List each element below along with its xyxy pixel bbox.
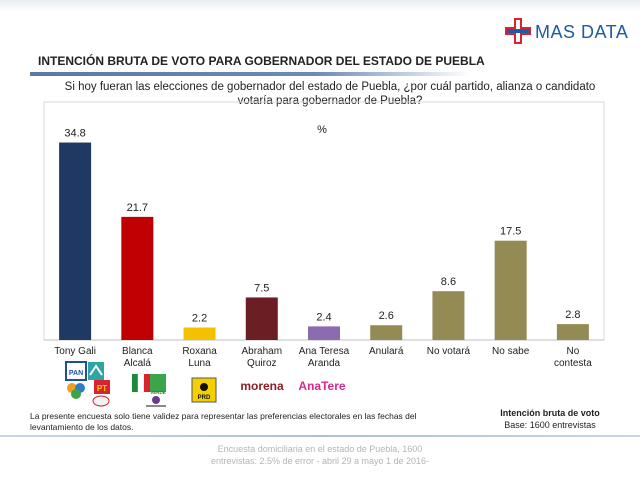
bar [370, 325, 403, 340]
svg-text:PAN: PAN [69, 370, 83, 377]
category-label: Luna [188, 358, 211, 369]
disclaimer-note: La presente encuesta solo tiene validez … [30, 411, 450, 433]
title-underline [30, 72, 470, 76]
legend-base: Base: 1600 entrevistas [504, 420, 596, 430]
prd-logo: PRD [191, 377, 217, 403]
morena-logo: morena [240, 379, 284, 393]
data-label: 2.4 [316, 311, 331, 323]
bar [432, 291, 465, 340]
pt-logo: PT [94, 380, 110, 394]
top-band [0, 0, 640, 12]
bar [494, 240, 527, 340]
svg-text:PT: PT [97, 384, 107, 393]
footer-rule [0, 435, 640, 437]
category-label: Abraham [241, 346, 282, 357]
category-label: Aranda [308, 358, 341, 369]
ana-tere-logo: AnaTere [298, 379, 345, 393]
data-label: 34.8 [64, 128, 85, 140]
survey-question: Si hoy fueran las elecciones de gobernad… [60, 80, 600, 108]
chart-title: % [317, 124, 327, 136]
category-label: Anulará [369, 346, 404, 357]
disclaimer-line-2: levantamiento de los datos. [30, 422, 134, 432]
category-label: No sabe [492, 346, 530, 357]
bar [183, 327, 216, 340]
category-label: Roxana [182, 346, 217, 357]
mas-data-logo: MAS DATA [505, 18, 628, 46]
data-label: 7.5 [254, 282, 269, 294]
data-label: 2.8 [565, 309, 580, 321]
footer-line-1: Encuesta domiciliaria en el estado de Pu… [217, 444, 423, 454]
category-label: No votará [427, 346, 471, 357]
disclaimer-line-1: La presente encuesta solo tiene validez … [30, 411, 417, 421]
verde-logo: VERDE [150, 374, 166, 395]
psi-logo [92, 395, 110, 407]
bar [556, 324, 589, 340]
pan-logo: PAN [65, 361, 87, 381]
page-title: INTENCIÓN BRUTA DE VOTO PARA GOBERNADOR … [38, 54, 485, 68]
question-line-1: Si hoy fueran las elecciones de gobernad… [64, 81, 596, 93]
bar [121, 216, 154, 340]
nueva-alianza-logo [88, 362, 104, 380]
pacto-social-logo [146, 396, 166, 407]
bar [245, 297, 278, 340]
data-label: 21.7 [127, 202, 148, 214]
svg-text:VERDE: VERDE [150, 390, 166, 395]
category-label: Blanca [122, 346, 153, 357]
category-label: Tony Gali [54, 346, 96, 357]
question-line-2: votaría para gobernador de Puebla? [237, 95, 423, 107]
category-label: Ana Teresa [299, 346, 350, 357]
brand-name: MAS DATA [535, 22, 629, 42]
category-label: No [566, 346, 579, 357]
footer-line-2: entrevistas: 2.5% de error - abril 29 a … [210, 456, 430, 466]
compromiso-logo [67, 383, 85, 399]
svg-text:AnaTere: AnaTere [298, 379, 345, 393]
category-label: Quiroz [247, 358, 276, 369]
bar [308, 326, 340, 340]
data-label: 2.2 [192, 313, 207, 325]
party-logos: PAN PT VERDE [60, 360, 350, 410]
category-label: Alcalá [124, 358, 152, 369]
bar [59, 142, 92, 340]
data-label: 17.5 [500, 226, 521, 238]
data-label: 8.6 [441, 276, 456, 288]
plus-cross-icon [505, 18, 531, 44]
category-label: contesta [554, 358, 592, 369]
footer-text: Encuesta domiciliaria en el estado de Pu… [160, 443, 480, 467]
svg-text:morena: morena [240, 379, 284, 393]
legend-title: Intención bruta de voto [500, 408, 600, 418]
pri-logo [132, 373, 150, 393]
svg-text:PRD: PRD [198, 395, 211, 401]
data-label: 2.6 [379, 310, 394, 322]
